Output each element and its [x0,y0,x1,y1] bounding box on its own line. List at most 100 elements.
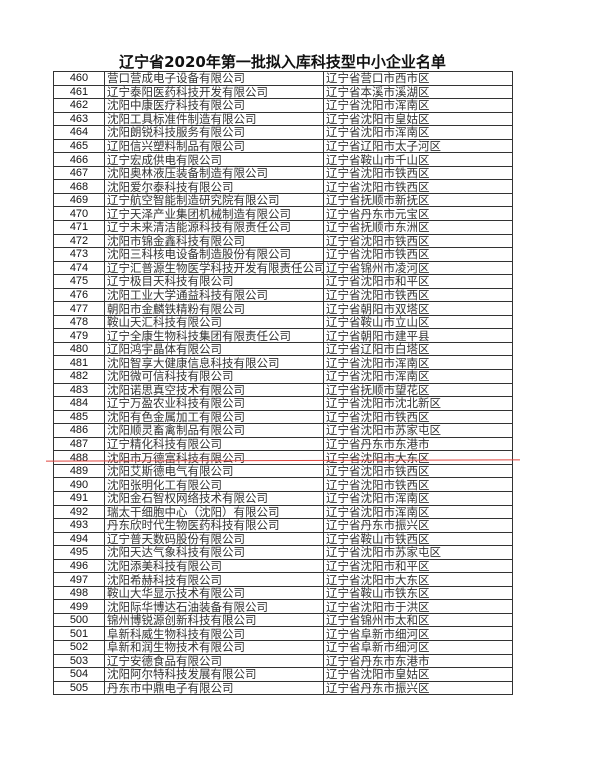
table-row: 465 辽阳信兴塑料制品有限公司 辽宁省辽阳市太子河区 [53,138,513,154]
row-number: 487 [53,436,105,452]
company-location: 辽宁省丹东市东港市 [323,653,513,669]
company-location: 辽宁省沈阳市和平区 [323,274,513,289]
table-row: 505 丹东市中鼎电子有限公司 辽宁省丹东市振兴区 [53,680,513,696]
table-body: 460 营口营成电子设备有限公司 辽宁省营口市西市区 461 辽宁泰阳医药科技开发有限公… [53,71,513,696]
row-number: 483 [53,382,105,398]
company-name: 辽宁未来清洁能源科技有限责任公司 [104,220,324,235]
table-row: 493 丹东欣时代生物医药科技有限公司 辽宁省丹东市振兴区 [53,518,513,533]
table-row: 496 沈阳添美科技有限公司 辽宁省沈阳市和平区 [53,558,513,574]
row-number: 482 [53,369,105,384]
row-number: 465 [53,138,105,154]
row-number: 500 [53,612,105,628]
company-location: 辽宁省锦州市太和区 [323,612,513,628]
row-number: 503 [53,653,105,669]
row-number: 488 [53,450,105,465]
company-name: 营口营成电子设备有限公司 [104,71,324,86]
table-row: 475 辽宁极目天科技有限公司 辽宁省沈阳市和平区 [53,274,513,289]
company-name: 辽宁万盈农业科技有限公司 [104,396,324,411]
company-location: 辽宁省沈阳市铁西区 [323,463,513,479]
company-location: 辽宁省沈阳市浑南区 [323,355,513,371]
company-name: 阜新科威生物科技有限公司 [104,626,324,641]
company-name: 沈阳艾斯德电气有限公司 [104,463,324,479]
company-location: 辽宁省朝阳市建平县 [323,328,513,343]
company-name: 辽宁泰阳医药科技开发有限公司 [104,84,324,100]
row-number: 498 [53,585,105,601]
company-name: 沈阳市锦金鑫科技有限公司 [104,233,324,249]
company-location: 辽宁省沈阳市大东区 [323,450,513,465]
company-location: 辽宁省沈阳市浑南区 [323,98,513,113]
company-name: 丹东市中鼎电子有限公司 [104,680,324,696]
company-location: 辽宁省沈阳市铁西区 [323,247,513,262]
table-row: 479 辽宁全康生物科技集团有限责任公司 辽宁省朝阳市建平县 [53,328,513,343]
company-name: 沈阳工具标准件制造有限公司 [104,111,324,127]
table-row: 480 辽阳鸿宇晶体有限公司 辽宁省辽阳市白塔区 [53,341,513,357]
company-name: 辽阳信兴塑料制品有限公司 [104,138,324,154]
company-location: 辽宁省丹东市东港市 [323,436,513,452]
table-row: 494 辽宁普天数码股份有限公司 辽宁省鞍山市铁西区 [53,531,513,547]
row-number: 462 [53,98,105,113]
row-number: 467 [53,165,105,181]
company-location: 辽宁省本溪市溪湖区 [323,84,513,100]
row-number: 480 [53,341,105,357]
company-name: 辽宁普天数码股份有限公司 [104,531,324,547]
row-number: 470 [53,206,105,221]
company-location: 辽宁省丹东市元宝区 [323,206,513,221]
table-row: 477 朝阳市金麟铁精粉有限公司 辽宁省朝阳市双塔区 [53,301,513,316]
company-location: 辽宁省抚顺市新抚区 [323,192,513,208]
company-name: 沈阳奥林液压装备制造有限公司 [104,165,324,181]
company-name: 沈阳添美科技有限公司 [104,558,324,574]
company-location: 辽宁省丹东市振兴区 [323,680,513,696]
row-number: 496 [53,558,105,574]
table-row: 464 沈阳朗锐科技服务有限公司 辽宁省沈阳市浑南区 [53,125,513,140]
row-number: 505 [53,680,105,696]
company-location: 辽宁省沈阳市苏家屯区 [323,545,513,560]
row-number: 463 [53,111,105,127]
company-name: 辽宁宏成供电有限公司 [104,152,324,167]
table-row: 484 辽宁万盈农业科技有限公司 辽宁省沈阳市沈北新区 [53,396,513,411]
table-row: 471 辽宁未来清洁能源科技有限责任公司 辽宁省抚顺市东洲区 [53,220,513,235]
row-number: 471 [53,220,105,235]
table-row: 482 沈阳微可信科技有限公司 辽宁省沈阳市浑南区 [53,369,513,384]
page-title: 辽宁省2020年第一批拟入库科技型中小企业名单 [119,53,446,71]
company-location: 辽宁省沈阳市铁西区 [323,165,513,181]
company-location: 辽宁省抚顺市望花区 [323,382,513,398]
row-number: 489 [53,463,105,479]
company-name: 沈阳际华博达石油装备有限公司 [104,599,324,614]
row-number: 490 [53,477,105,492]
company-location: 辽宁省阜新市细河区 [323,626,513,641]
table-row: 491 沈阳金石智权网络技术有限公司 辽宁省沈阳市浑南区 [53,490,513,506]
company-location: 辽宁省沈阳市铁西区 [323,233,513,249]
table-row: 467 沈阳奥林液压装备制造有限公司 辽宁省沈阳市铁西区 [53,165,513,181]
company-name: 辽宁天泽产业集团机械制造有限公司 [104,206,324,221]
company-location: 辽宁省抚顺市东洲区 [323,220,513,235]
row-number: 486 [53,423,105,438]
company-location: 辽宁省沈阳市皇姑区 [323,111,513,127]
company-location: 辽宁省沈阳市和平区 [323,558,513,574]
company-name: 辽宁安德食品有限公司 [104,653,324,669]
table-row: 504 沈阳阿尔特科技发展有限公司 辽宁省沈阳市皇姑区 [53,667,513,682]
table-row: 499 沈阳际华博达石油装备有限公司 辽宁省沈阳市于洪区 [53,599,513,614]
company-location: 辽宁省鞍山市立山区 [323,314,513,330]
table-row: 476 沈阳工业大学通益科技有限公司 辽宁省沈阳市铁西区 [53,287,513,303]
row-number: 460 [53,71,105,86]
company-name: 沈阳工业大学通益科技有限公司 [104,287,324,303]
row-number: 481 [53,355,105,371]
table-row: 503 辽宁安德食品有限公司 辽宁省丹东市东港市 [53,653,513,669]
company-location: 辽宁省沈阳市铁西区 [323,179,513,194]
company-name: 沈阳天达气象科技有限公司 [104,545,324,560]
row-number: 499 [53,599,105,614]
row-number: 466 [53,152,105,167]
company-name: 沈阳诺思真空技术有限公司 [104,382,324,398]
row-number: 495 [53,545,105,560]
company-name: 锦州博锐源创新科技有限公司 [104,612,324,628]
company-location: 辽宁省沈阳市浑南区 [323,490,513,506]
company-name: 阜新和润生物技术有限公司 [104,639,324,655]
company-location: 辽宁省沈阳市铁西区 [323,409,513,425]
company-location: 辽宁省沈阳市浑南区 [323,504,513,520]
table-row: 472 沈阳市锦金鑫科技有限公司 辽宁省沈阳市铁西区 [53,233,513,249]
table-row: 474 辽宁汇普源生物医学科技开发有限责任公司 辽宁省锦州市凌河区 [53,260,513,276]
company-name: 瑞太干细胞中心（沈阳）有限公司 [104,504,324,520]
row-number: 494 [53,531,105,547]
table-row: 501 阜新科威生物科技有限公司 辽宁省阜新市细河区 [53,626,513,641]
table-row: 490 沈阳张明化工有限公司 辽宁省沈阳市铁西区 [53,477,513,492]
